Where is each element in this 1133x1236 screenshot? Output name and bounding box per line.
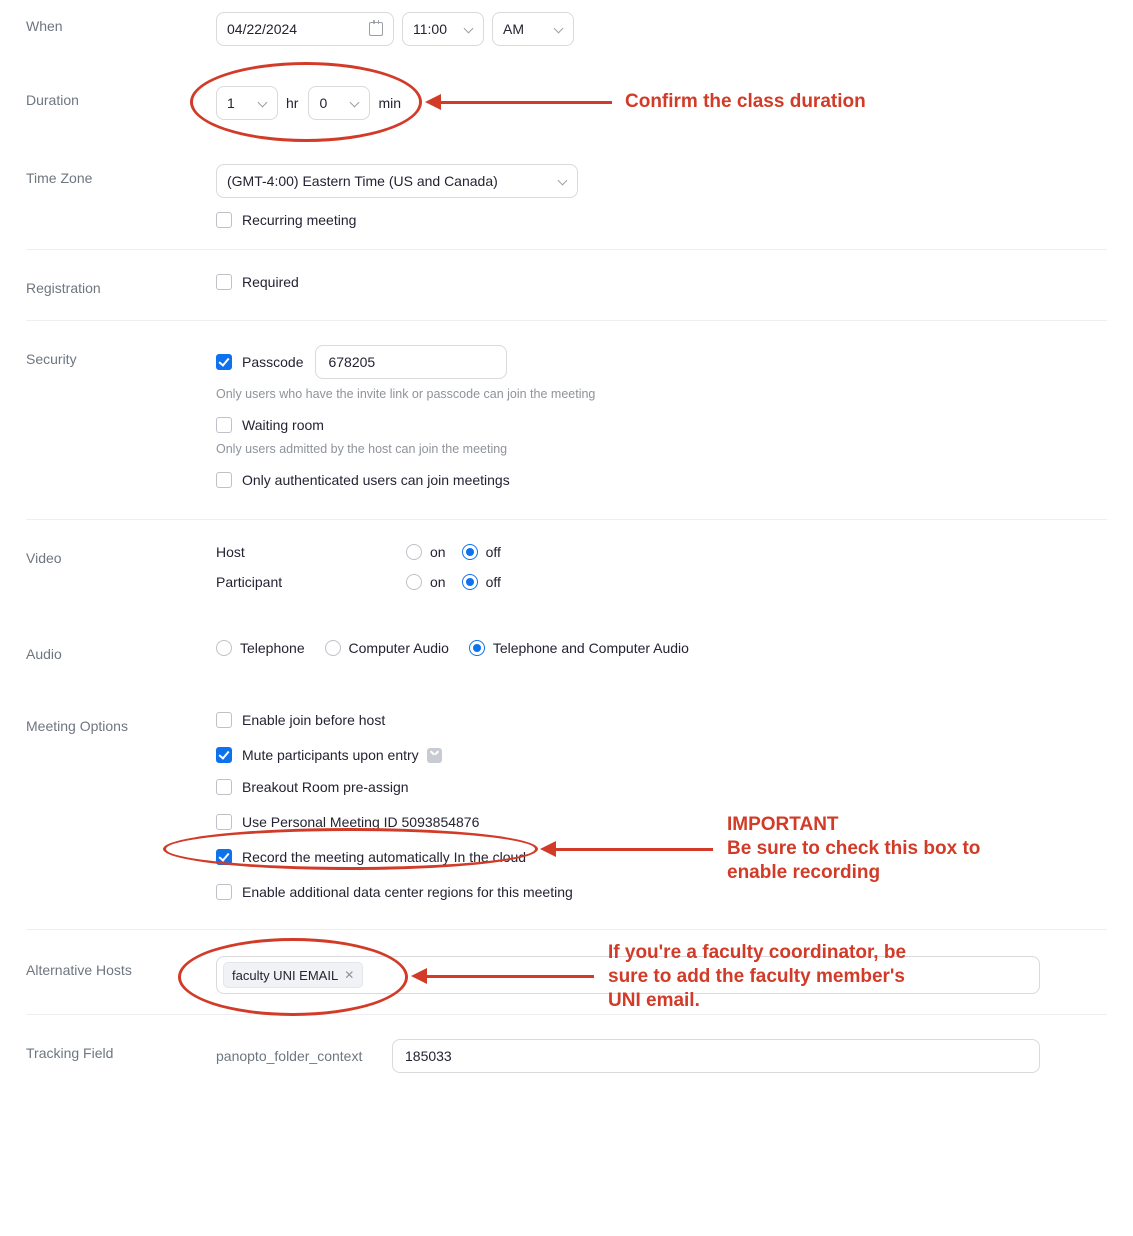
hr-text: hr [286,95,298,111]
tracking-field-input[interactable] [392,1039,1040,1073]
video-host-label: Host [216,544,406,560]
video-participant-label: Participant [216,574,406,590]
chevron-down-icon [463,24,473,34]
waiting-room-label: Waiting room [242,417,324,433]
audio-telephone-radio[interactable]: Telephone [216,640,305,656]
passcode-input[interactable] [315,345,507,379]
annotation-alt-text: If you're a faculty coordinator, be sure… [608,941,906,1012]
recurring-checkbox[interactable]: Recurring meeting [216,212,356,228]
timezone-select[interactable]: (GMT-4:00) Eastern Time (US and Canada) [216,164,578,198]
data-center-checkbox[interactable]: Enable additional data center regions fo… [216,884,573,900]
when-date-input[interactable]: 04/22/2024 [216,12,394,46]
when-date-value: 04/22/2024 [227,21,297,37]
annotation-arrowhead [425,94,441,110]
video-participant-on-radio[interactable]: on [406,574,446,590]
audio-label: Audio [26,640,216,662]
breakout-checkbox[interactable]: Breakout Room pre-assign [216,779,409,795]
recurring-label: Recurring meeting [242,212,356,228]
mute-participants-label: Mute participants upon entry [242,747,419,763]
when-time-value: 11:00 [413,21,447,37]
passcode-checkbox[interactable]: Passcode [216,354,303,370]
pmi-label: Use Personal Meeting ID 5093854876 [242,814,479,830]
info-icon[interactable] [427,748,442,763]
data-center-label: Enable additional data center regions fo… [242,884,573,900]
duration-hours-value: 1 [227,95,235,111]
alt-host-tag[interactable]: faculty UNI EMAIL ✕ [223,962,363,988]
tracking-field-label: Tracking Field [26,1039,216,1061]
video-participant-off-radio[interactable]: off [462,574,501,590]
audio-computer-radio[interactable]: Computer Audio [325,640,449,656]
video-host-on-radio[interactable]: on [406,544,446,560]
when-ampm-select[interactable]: AM [492,12,574,46]
alt-hosts-label: Alternative Hosts [26,956,216,978]
auth-only-checkbox[interactable]: Only authenticated users can join meetin… [216,472,510,488]
waiting-room-checkbox[interactable]: Waiting room [216,417,324,433]
audio-both-radio[interactable]: Telephone and Computer Audio [469,640,689,656]
when-ampm-value: AM [503,21,524,37]
passcode-label: Passcode [242,354,303,370]
tracking-field-name: panopto_folder_context [216,1048,392,1064]
chevron-down-icon [557,176,567,186]
calendar-icon [369,22,383,36]
chevron-down-icon [553,24,563,34]
duration-label: Duration [26,86,216,108]
chevron-down-icon [257,98,267,108]
close-icon[interactable]: ✕ [344,968,354,982]
auth-only-label: Only authenticated users can join meetin… [242,472,510,488]
alt-host-tag-text: faculty UNI EMAIL [232,968,338,983]
duration-minutes-select[interactable]: 0 [308,86,370,120]
video-label: Video [26,544,216,566]
annotation-arrow-line [426,975,594,978]
annotation-record-text: IMPORTANT Be sure to check this box to e… [727,813,980,884]
join-before-label: Enable join before host [242,712,385,728]
record-auto-label: Record the meeting automatically In the … [242,849,526,865]
min-text: min [378,95,401,111]
when-time-select[interactable]: 11:00 [402,12,484,46]
annotation-arrowhead [540,841,556,857]
when-label: When [26,12,216,34]
passcode-hint: Only users who have the invite link or p… [216,387,1107,401]
annotation-duration-text: Confirm the class duration [625,90,866,114]
registration-required-checkbox[interactable]: Required [216,274,299,290]
registration-label: Registration [26,274,216,296]
timezone-value: (GMT-4:00) Eastern Time (US and Canada) [227,173,498,189]
record-auto-checkbox[interactable]: Record the meeting automatically In the … [216,849,526,865]
annotation-arrowhead [411,968,427,984]
waiting-room-hint: Only users admitted by the host can join… [216,442,1107,456]
timezone-label: Time Zone [26,164,216,186]
breakout-label: Breakout Room pre-assign [242,779,409,795]
video-host-off-radio[interactable]: off [462,544,501,560]
annotation-arrow-line [555,848,713,851]
annotation-arrow-line [440,101,612,104]
mute-participants-checkbox[interactable]: Mute participants upon entry [216,747,419,763]
chevron-down-icon [349,98,359,108]
pmi-checkbox[interactable]: Use Personal Meeting ID 5093854876 [216,814,479,830]
join-before-checkbox[interactable]: Enable join before host [216,712,385,728]
meeting-options-label: Meeting Options [26,712,216,734]
security-label: Security [26,345,216,367]
registration-required-label: Required [242,274,299,290]
duration-hours-select[interactable]: 1 [216,86,278,120]
duration-minutes-value: 0 [319,95,327,111]
